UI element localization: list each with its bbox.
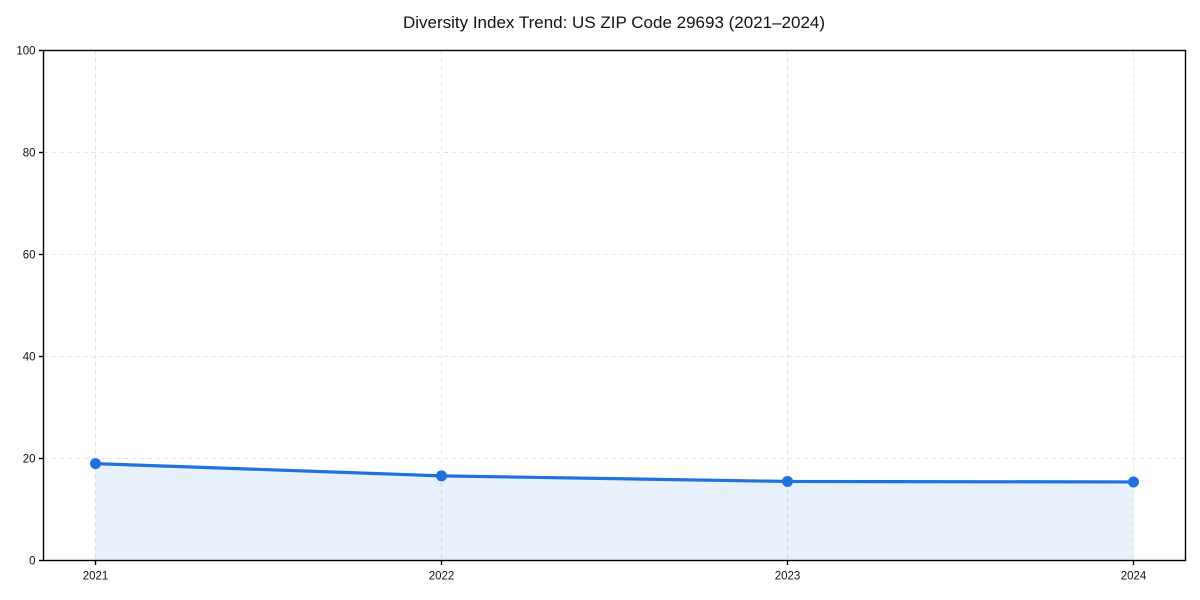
data-point-marker [90,458,101,470]
tick-marks [39,49,1135,565]
y-axis-tick-label: 20 [23,454,36,466]
data-point-marker [436,470,447,482]
area-fill [95,463,1134,561]
y-axis-tick-label: 100 [16,46,35,58]
x-axis-tick-label: 2023 [775,571,801,583]
data-point-marker [782,475,793,487]
series-line [93,462,1136,484]
trend-line [93,462,1136,484]
data-point-markers [90,458,1139,488]
y-axis-tick-label: 80 [23,148,36,160]
y-axis-tick-label: 60 [23,250,36,262]
data-point-marker [1128,476,1139,488]
chart-title: Diversity Index Trend: US ZIP Code 29693… [403,13,825,32]
plot-frame [42,49,1187,562]
y-axis-tick-label: 0 [29,556,35,568]
x-axis-tick-label: 2021 [83,571,109,583]
area-fill-shape [95,463,1134,561]
tick-labels: 0 20 40 60 80 100 2021 2022 2023 2024 [16,46,1147,583]
x-axis-tick-label: 2022 [429,571,455,583]
axes-frame [42,49,1187,562]
x-axis-tick-label: 2024 [1121,571,1147,583]
y-axis-tick-label: 40 [23,352,36,364]
